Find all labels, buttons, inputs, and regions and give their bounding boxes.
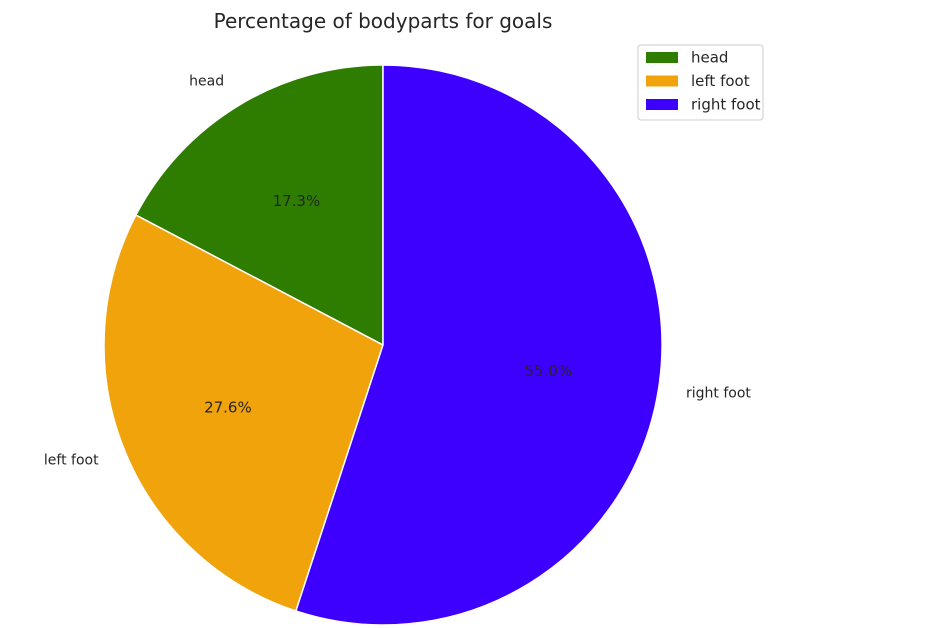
pie-slices: [103, 64, 663, 626]
legend-swatch-right-foot: [646, 99, 678, 110]
slice-percent-left-foot: 27.6%: [204, 399, 252, 417]
pie-slice-head: [135, 64, 384, 346]
pie-labels: head 17.3% left foot 27.6% right foot 55.0%: [44, 74, 751, 469]
slice-label-head: head: [189, 74, 224, 90]
legend-label-left-foot: left foot: [691, 72, 750, 90]
legend-swatch-left-foot: [646, 75, 678, 87]
chart-title: Percentage of bodyparts for goals: [214, 9, 553, 33]
legend-swatch-head: [646, 52, 678, 63]
slice-label-left-foot: left foot: [44, 453, 99, 469]
pie-slice-right-foot: [295, 64, 663, 626]
slice-label-right-foot: right foot: [686, 386, 751, 402]
slice-percent-head: 17.3%: [273, 192, 321, 210]
legend: head left foot right foot: [637, 44, 764, 121]
slice-percent-right-foot: 55.0%: [524, 362, 572, 380]
legend-label-right-foot: right foot: [691, 96, 761, 114]
legend-label-head: head: [691, 49, 728, 67]
pie-slice-left-foot: [103, 214, 384, 612]
